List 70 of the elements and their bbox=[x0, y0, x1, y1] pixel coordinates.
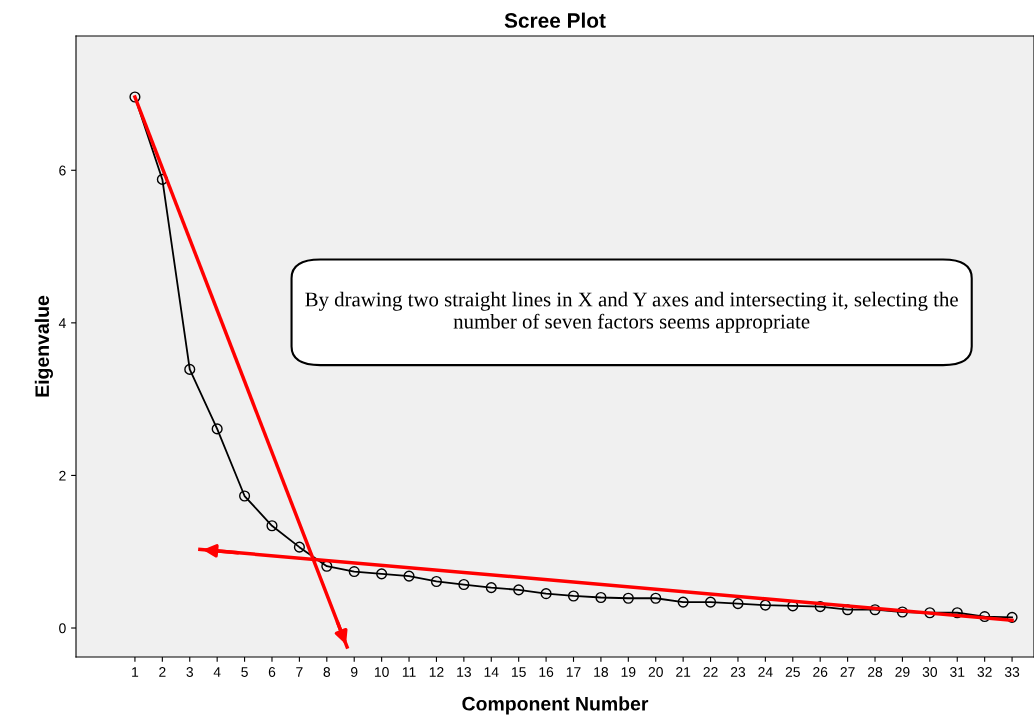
y-axis-title: Eigenvalue bbox=[34, 295, 53, 397]
point bbox=[979, 611, 991, 623]
x-tick-label: 8 bbox=[323, 667, 331, 677]
x-tick-label: 13 bbox=[457, 667, 471, 677]
x-tick-label: 29 bbox=[895, 667, 910, 677]
x-tick-label: 25 bbox=[785, 667, 800, 677]
x-tick-label: 20 bbox=[648, 667, 663, 677]
x-tick-label: 31 bbox=[950, 667, 965, 677]
y-tick-label: 6 bbox=[59, 165, 66, 176]
point bbox=[239, 490, 251, 502]
x-tick-label: 12 bbox=[429, 667, 444, 677]
x-tick-label: 4 bbox=[213, 667, 221, 677]
point bbox=[485, 582, 497, 594]
x-tick-label: 26 bbox=[813, 667, 828, 677]
chart-title: Scree Plot bbox=[504, 12, 606, 28]
point bbox=[129, 91, 141, 103]
x-tick-label: 28 bbox=[867, 667, 883, 677]
x-tick-label: 5 bbox=[241, 667, 248, 677]
point bbox=[458, 578, 470, 591]
point bbox=[403, 570, 415, 582]
point bbox=[1006, 611, 1018, 623]
point bbox=[924, 607, 936, 619]
point bbox=[650, 592, 662, 604]
x-tick-label: 18 bbox=[594, 667, 609, 677]
x-tick-label: 2 bbox=[159, 667, 166, 677]
x-tick-label: 22 bbox=[703, 667, 718, 677]
point bbox=[732, 598, 744, 610]
x-tick-label: 27 bbox=[840, 667, 855, 677]
x-tick-label: 24 bbox=[758, 667, 773, 677]
point bbox=[376, 568, 388, 580]
y-tick-label: 4 bbox=[58, 318, 66, 328]
point bbox=[814, 601, 826, 613]
point bbox=[595, 591, 607, 604]
x-tick-label: 17 bbox=[566, 667, 581, 677]
x-tick-label: 19 bbox=[621, 667, 636, 677]
point bbox=[622, 592, 634, 604]
point bbox=[869, 604, 881, 616]
point bbox=[540, 588, 552, 600]
point bbox=[211, 423, 223, 435]
x-tick-label: 30 bbox=[922, 667, 938, 677]
point bbox=[266, 520, 278, 532]
point bbox=[951, 607, 963, 619]
x-tick-label: 3 bbox=[186, 667, 194, 677]
annotation: By drawing two straight lines in X and Y axes and intersecting it, selecting the number of seven factors seems appropriate bbox=[305, 291, 958, 333]
y-tick-label: 0 bbox=[59, 623, 66, 634]
x-tick-label: 15 bbox=[512, 667, 526, 677]
point bbox=[896, 606, 908, 618]
point bbox=[677, 596, 689, 608]
x-axis-title: Component Number bbox=[462, 696, 649, 715]
x-tick-label: 32 bbox=[977, 667, 992, 677]
point bbox=[430, 575, 443, 588]
point bbox=[759, 599, 771, 611]
point bbox=[293, 541, 305, 553]
x-tick-label: 21 bbox=[676, 667, 691, 677]
x-tick-label: 1 bbox=[132, 667, 139, 677]
y-tick-label: 2 bbox=[59, 470, 66, 481]
x-tick-label: 23 bbox=[730, 667, 746, 677]
x-tick-label: 33 bbox=[1004, 667, 1020, 677]
point bbox=[348, 565, 360, 578]
x-tick-label: 14 bbox=[484, 667, 499, 677]
x-tick-label: 10 bbox=[374, 667, 389, 677]
point bbox=[513, 584, 525, 596]
point bbox=[704, 596, 717, 608]
x-tick-label: 11 bbox=[402, 667, 416, 677]
x-tick-label: 6 bbox=[268, 667, 276, 677]
x-tick-label: 7 bbox=[296, 667, 303, 677]
x-tick-label: 9 bbox=[351, 667, 358, 677]
x-tick-label: 16 bbox=[539, 667, 554, 677]
point bbox=[184, 363, 196, 375]
point bbox=[567, 590, 580, 602]
